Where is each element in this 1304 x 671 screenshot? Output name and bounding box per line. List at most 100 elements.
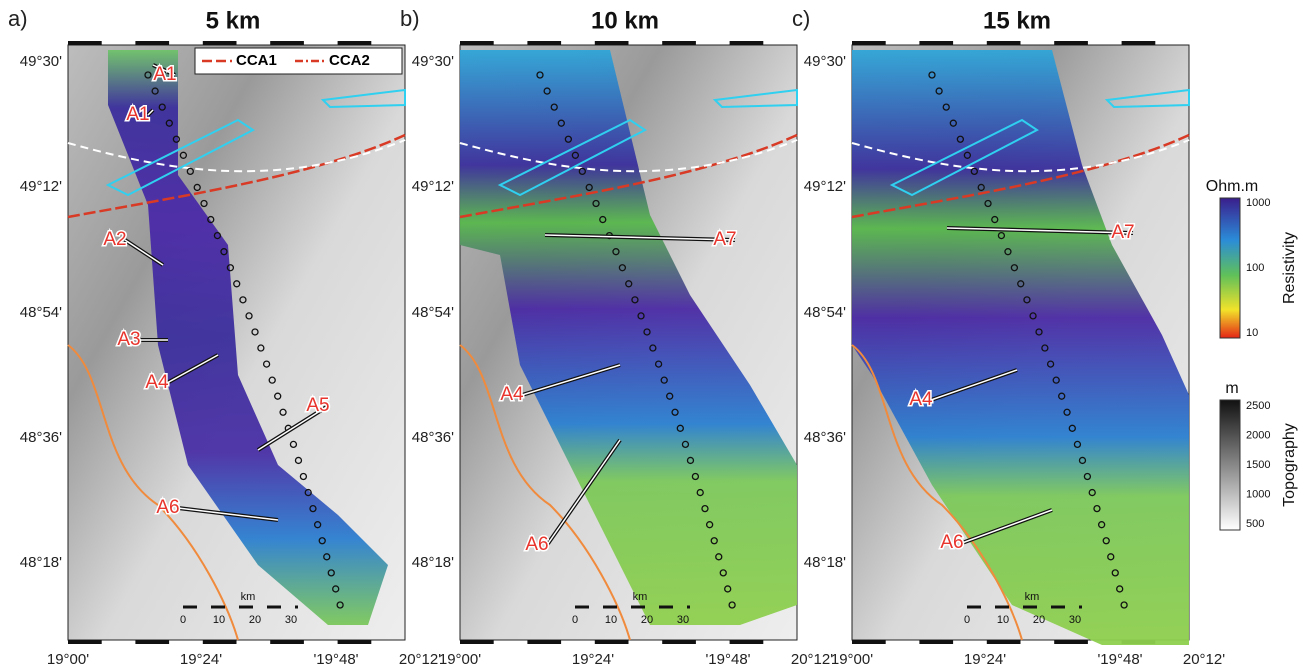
longitude-label: 20°12' bbox=[1183, 651, 1225, 668]
latitude-label: 49°12' bbox=[804, 178, 846, 195]
anomaly-label: A7 bbox=[713, 229, 736, 250]
longitude-label: 20°12' bbox=[399, 651, 441, 668]
resistivity-colorbar: Ohm.m 1000 100 10 Resistivity bbox=[1206, 178, 1298, 339]
frame-segment bbox=[203, 640, 237, 644]
scale-unit: km bbox=[633, 591, 648, 603]
frame-segment bbox=[527, 640, 561, 644]
colorbar-tick: 2000 bbox=[1246, 429, 1270, 441]
longitude-label: 19°24' bbox=[572, 651, 614, 668]
colorbar-tick: 2500 bbox=[1246, 400, 1270, 412]
frame-segment bbox=[68, 41, 102, 45]
colorbar-label: Resistivity bbox=[1281, 232, 1298, 304]
latitude-label: 48°36' bbox=[804, 429, 846, 446]
panel-letter: b) bbox=[400, 6, 420, 31]
scale-unit: km bbox=[1025, 591, 1040, 603]
frame-segment bbox=[460, 41, 494, 45]
longitude-label: 19°00' bbox=[47, 651, 89, 668]
scale-tick: 30 bbox=[677, 614, 689, 626]
panel-title: 5 km bbox=[206, 7, 261, 34]
latitude-label: 49°30' bbox=[804, 53, 846, 70]
anomaly-label: A7 bbox=[1111, 222, 1134, 243]
scale-tick: 10 bbox=[997, 614, 1009, 626]
legend-label: CCA2 bbox=[329, 52, 370, 69]
latitude-label: 49°30' bbox=[20, 53, 62, 70]
frame-segment bbox=[852, 640, 886, 644]
colorbar-tick: 100 bbox=[1246, 262, 1264, 274]
anomaly-label: A4 bbox=[145, 372, 169, 393]
scale-tick: 10 bbox=[605, 614, 617, 626]
scale-tick: 20 bbox=[249, 614, 261, 626]
anomaly-label: A2 bbox=[103, 229, 126, 250]
panel-title: 10 km bbox=[591, 7, 659, 34]
colorbar-label: Topography bbox=[1281, 423, 1298, 507]
scale-tick: 30 bbox=[285, 614, 297, 626]
longitude-label: '19°48' bbox=[313, 651, 358, 668]
latitude-label: 48°18' bbox=[804, 554, 846, 571]
latitude-label: 48°54' bbox=[412, 304, 454, 321]
frame-segment bbox=[595, 41, 629, 45]
frame-segment bbox=[68, 640, 102, 644]
longitude-label: 19°24' bbox=[964, 651, 1006, 668]
latitude-label: 48°18' bbox=[20, 554, 62, 571]
latitude-label: 48°54' bbox=[804, 304, 846, 321]
frame-segment bbox=[852, 41, 886, 45]
frame-segment bbox=[135, 41, 169, 45]
latitude-label: 48°36' bbox=[20, 429, 62, 446]
colorbar-tick: 10 bbox=[1246, 327, 1258, 339]
frame-segment bbox=[270, 41, 304, 45]
panels: km 0 10 20 30 a) 5 km 49°30' 49°12' 48°54' 48°36' 4… bbox=[8, 6, 1225, 668]
latitude-label: 49°12' bbox=[20, 178, 62, 195]
frame-segment bbox=[1054, 41, 1088, 45]
anomaly-label: A6 bbox=[156, 497, 179, 518]
frame-segment bbox=[338, 41, 372, 45]
frame-segment bbox=[527, 41, 561, 45]
longitude-label: 20°12' bbox=[791, 651, 833, 668]
figure: km 0 10 20 30 a) 5 km 49°30' 49°12' 48°54' 48°36' 4… bbox=[0, 0, 1304, 671]
scale-tick: 0 bbox=[572, 614, 578, 626]
scale-tick: 10 bbox=[213, 614, 225, 626]
anomaly-label: A6 bbox=[525, 534, 548, 555]
frame-segment bbox=[987, 640, 1021, 644]
anomaly-label: A4 bbox=[909, 389, 933, 410]
frame-segment bbox=[919, 41, 953, 45]
latitude-label: 49°30' bbox=[412, 53, 454, 70]
colorbar-unit: m bbox=[1225, 380, 1238, 397]
frame-segment bbox=[135, 640, 169, 644]
latitude-label: 48°18' bbox=[412, 554, 454, 571]
anomaly-label: A1 bbox=[126, 104, 149, 125]
colorbar-tick: 1000 bbox=[1246, 197, 1270, 209]
frame-segment bbox=[270, 640, 304, 644]
scale-tick: 30 bbox=[1069, 614, 1081, 626]
anomaly-label: A4 bbox=[500, 384, 524, 405]
colorbar bbox=[1220, 198, 1240, 338]
scale-unit: km bbox=[241, 591, 256, 603]
anomaly-label: A6 bbox=[940, 532, 963, 553]
scale-tick: 0 bbox=[964, 614, 970, 626]
colorbar-tick: 500 bbox=[1246, 518, 1264, 530]
anomaly-label: A5 bbox=[306, 395, 329, 416]
frame-segment bbox=[662, 41, 696, 45]
longitude-label: 19°00' bbox=[439, 651, 481, 668]
frame-segment bbox=[730, 640, 764, 644]
frame-segment bbox=[1054, 640, 1088, 644]
colorbar bbox=[1220, 400, 1240, 530]
frame-segment bbox=[987, 41, 1021, 45]
frame-segment bbox=[203, 41, 237, 45]
map-panel: km0102030a)5 km49°30'49°12'48°54'48°36'4… bbox=[8, 6, 441, 668]
longitude-label: 19°24' bbox=[180, 651, 222, 668]
frame-segment bbox=[338, 640, 372, 644]
panel-title: 15 km bbox=[983, 7, 1051, 34]
panel-letter: a) bbox=[8, 6, 28, 31]
scale-tick: 20 bbox=[1033, 614, 1045, 626]
longitude-label: 19°00' bbox=[831, 651, 873, 668]
frame-segment bbox=[662, 640, 696, 644]
scale-tick: 0 bbox=[180, 614, 186, 626]
map-panel: km 0 10 20 30 c) 15 km 49°30' 49°12' 48°54' 48°36'… bbox=[792, 6, 1225, 668]
frame-segment bbox=[919, 640, 953, 644]
anomaly-label: A1 bbox=[153, 64, 176, 85]
colorbar-tick: 1500 bbox=[1246, 459, 1270, 471]
panel-letter: c) bbox=[792, 6, 810, 31]
frame-segment bbox=[730, 41, 764, 45]
